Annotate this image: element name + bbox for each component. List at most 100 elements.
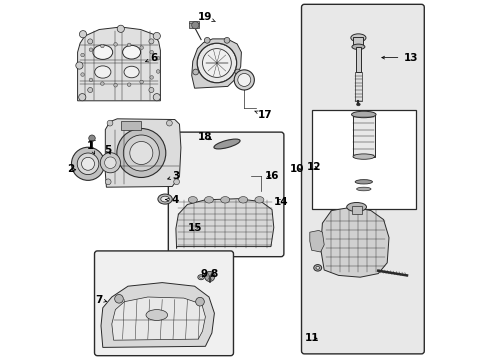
Bar xyxy=(353,37,364,45)
Ellipse shape xyxy=(204,197,214,203)
Text: 11: 11 xyxy=(305,333,319,343)
Circle shape xyxy=(81,53,84,57)
Polygon shape xyxy=(101,283,215,347)
Text: 14: 14 xyxy=(274,197,288,207)
Circle shape xyxy=(88,87,93,93)
Circle shape xyxy=(100,82,104,85)
FancyBboxPatch shape xyxy=(301,4,424,354)
Circle shape xyxy=(77,153,99,175)
Circle shape xyxy=(127,43,131,47)
Text: 9: 9 xyxy=(200,269,207,279)
Circle shape xyxy=(140,80,144,84)
Circle shape xyxy=(234,70,254,90)
Circle shape xyxy=(130,141,153,165)
Circle shape xyxy=(115,294,123,303)
Circle shape xyxy=(224,37,230,43)
Circle shape xyxy=(79,94,86,101)
Circle shape xyxy=(197,43,237,83)
Circle shape xyxy=(193,69,198,75)
Polygon shape xyxy=(310,230,324,252)
Ellipse shape xyxy=(146,310,168,320)
Ellipse shape xyxy=(220,197,230,203)
Text: 10: 10 xyxy=(290,164,304,174)
Circle shape xyxy=(81,157,95,170)
Polygon shape xyxy=(112,297,205,340)
Ellipse shape xyxy=(351,34,366,42)
Ellipse shape xyxy=(122,45,141,59)
Text: 2: 2 xyxy=(68,164,75,174)
Ellipse shape xyxy=(199,276,202,278)
Text: 13: 13 xyxy=(382,53,418,63)
Bar xyxy=(353,114,374,157)
Ellipse shape xyxy=(214,139,240,149)
Circle shape xyxy=(117,25,124,32)
Text: 3: 3 xyxy=(168,171,179,181)
Circle shape xyxy=(76,62,83,69)
Bar xyxy=(351,206,362,214)
Bar xyxy=(121,121,141,130)
Circle shape xyxy=(105,179,111,185)
FancyBboxPatch shape xyxy=(95,251,233,356)
Text: 17: 17 xyxy=(255,110,272,120)
Circle shape xyxy=(100,153,121,173)
Circle shape xyxy=(202,49,231,77)
Text: 18: 18 xyxy=(198,132,213,142)
Circle shape xyxy=(100,44,104,48)
Bar xyxy=(356,47,361,72)
Ellipse shape xyxy=(357,103,360,106)
Text: 7: 7 xyxy=(95,294,107,305)
Circle shape xyxy=(114,84,118,87)
Circle shape xyxy=(140,46,144,49)
Polygon shape xyxy=(105,119,181,187)
Bar xyxy=(189,21,199,28)
Circle shape xyxy=(153,32,160,40)
Circle shape xyxy=(89,78,93,82)
Polygon shape xyxy=(77,27,160,101)
Circle shape xyxy=(89,135,95,141)
FancyBboxPatch shape xyxy=(169,132,284,257)
Ellipse shape xyxy=(95,66,111,78)
Circle shape xyxy=(235,69,241,75)
Ellipse shape xyxy=(188,197,197,203)
Ellipse shape xyxy=(93,45,113,59)
Circle shape xyxy=(156,70,160,73)
Circle shape xyxy=(104,157,116,168)
Circle shape xyxy=(107,120,113,126)
Circle shape xyxy=(192,22,199,29)
Polygon shape xyxy=(176,199,274,248)
Circle shape xyxy=(72,147,104,180)
Circle shape xyxy=(114,42,118,46)
Circle shape xyxy=(153,94,160,101)
Ellipse shape xyxy=(352,44,365,50)
Circle shape xyxy=(123,135,159,171)
Bar xyxy=(355,72,362,101)
Ellipse shape xyxy=(198,275,204,280)
Circle shape xyxy=(79,31,87,38)
Ellipse shape xyxy=(239,197,248,203)
Circle shape xyxy=(127,83,131,86)
Circle shape xyxy=(167,120,172,126)
Circle shape xyxy=(81,73,84,76)
Circle shape xyxy=(205,271,215,282)
Ellipse shape xyxy=(353,154,374,159)
Circle shape xyxy=(174,179,179,185)
Circle shape xyxy=(88,39,93,44)
Circle shape xyxy=(204,37,210,43)
Ellipse shape xyxy=(357,187,371,191)
Text: 8: 8 xyxy=(210,269,218,279)
Bar xyxy=(312,110,416,209)
Ellipse shape xyxy=(347,202,367,212)
Circle shape xyxy=(149,87,154,93)
Circle shape xyxy=(150,50,153,54)
Ellipse shape xyxy=(351,111,376,118)
Ellipse shape xyxy=(316,266,319,269)
Text: 15: 15 xyxy=(187,223,202,233)
Text: 12: 12 xyxy=(307,162,321,172)
Text: 1: 1 xyxy=(87,141,95,154)
Polygon shape xyxy=(192,39,242,88)
Text: 4: 4 xyxy=(166,195,178,205)
Ellipse shape xyxy=(158,194,172,204)
Circle shape xyxy=(156,56,160,60)
Ellipse shape xyxy=(355,180,372,184)
Circle shape xyxy=(150,76,153,79)
